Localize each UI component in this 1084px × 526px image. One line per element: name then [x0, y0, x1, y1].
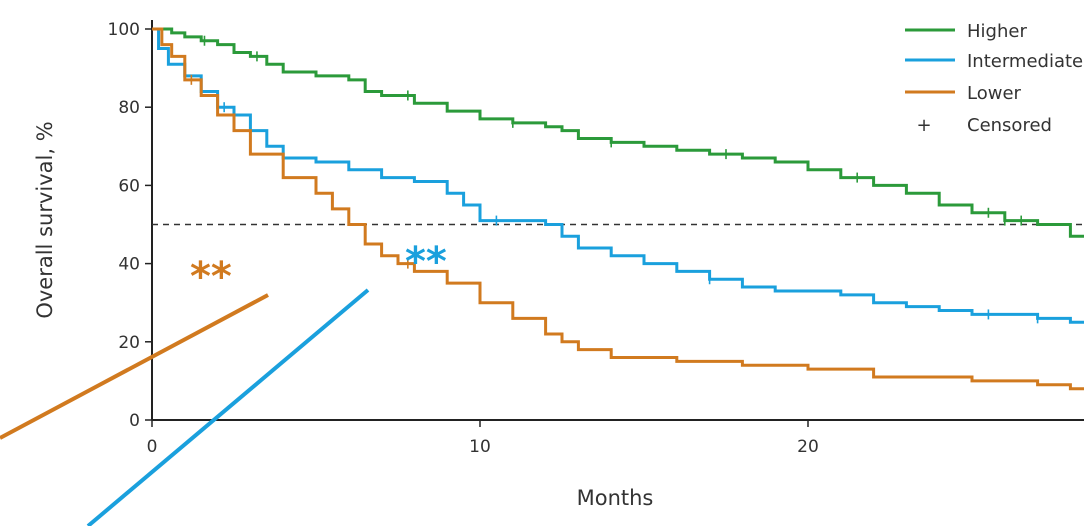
lower-callout-line: [0, 293, 269, 440]
legend-censored-marker: +: [916, 115, 931, 136]
lower-significance-stars: **: [190, 254, 232, 300]
x-tick-label: 20: [797, 437, 819, 457]
x-ticks: 01020304050: [147, 420, 819, 457]
series-line-intermediate: [152, 27, 1084, 324]
y-axis-label: Overall survival, %: [33, 121, 57, 318]
y-tick-label: 40: [118, 255, 140, 275]
y-tick-label: 60: [118, 176, 140, 196]
y-tick-label: 0: [129, 411, 140, 431]
y-tick-label: 100: [108, 20, 140, 40]
intermediate-significance-stars: **: [405, 239, 447, 285]
series-line-lower: [152, 27, 1084, 391]
x-axis-label: Months: [577, 486, 654, 510]
y-ticks: 0 20 40 60 80 100: [108, 20, 152, 431]
x-tick-label: 10: [469, 437, 491, 457]
legend-label-censored: Censored: [967, 115, 1052, 136]
legend-label-intermediate: Intermediate: [967, 51, 1083, 72]
x-tick-label: 0: [147, 437, 158, 457]
series-line-higher: [152, 27, 1084, 238]
intermediate-callout-line: [86, 288, 370, 526]
legend-label-higher: Higher: [967, 21, 1027, 42]
series-layer: [152, 27, 1084, 391]
y-tick-label: 20: [118, 333, 140, 353]
legend: Higher Intermediate Lower + Censored: [905, 21, 1083, 136]
y-tick-label: 80: [118, 98, 140, 118]
legend-label-lower: Lower: [967, 83, 1022, 104]
